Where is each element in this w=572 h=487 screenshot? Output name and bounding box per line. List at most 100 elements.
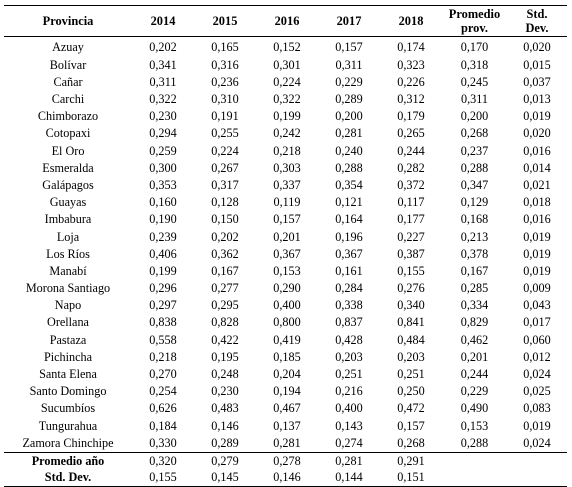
cell-2016: 0,322	[273, 92, 301, 107]
cell-provincia: Santa Elena	[39, 367, 97, 382]
cell-2015: 0,191	[211, 109, 239, 124]
cell-2018: 0,226	[397, 74, 425, 89]
cell-2018: 0,250	[397, 384, 425, 399]
cell-2015: 0,224	[211, 143, 239, 158]
cell-2014: 0,239	[149, 229, 177, 244]
cell-2018: 0,484	[397, 332, 425, 347]
cell-2016: 0,419	[273, 332, 301, 347]
cell-2014: 0,626	[149, 401, 177, 416]
cell-std-dev: 0,019	[523, 229, 551, 244]
cell-provincia: Pichincha	[43, 349, 93, 364]
cell-2018: 0,323	[397, 57, 425, 72]
cell-provincia: Chimborazo	[37, 109, 99, 124]
table-row: Esmeralda 0,300 0,267 0,303 0,288 0,282 0,288 0…	[4, 159, 567, 176]
table-row: Loja 0,239 0,202 0,201 0,196 0,227 0,213 0,019	[4, 228, 567, 245]
cell-2016: 0,137	[273, 418, 301, 433]
table-row: Pastaza 0,558 0,422 0,419 0,428 0,484 0,462 0,0…	[4, 331, 567, 348]
summary-2014: 0,320	[132, 451, 194, 469]
cell-std-dev: 0,018	[523, 195, 551, 210]
cell-2015: 0,483	[211, 401, 239, 416]
cell-2017: 0,240	[335, 143, 363, 158]
cell-2018: 0,251	[397, 367, 425, 382]
cell-2018: 0,312	[397, 92, 425, 107]
cell-2014: 0,294	[149, 126, 177, 141]
page: Provincia 2014 2015 2016 2017 2018 Prome…	[4, 5, 567, 487]
cell-2017: 0,161	[335, 263, 363, 278]
cell-2018: 0,340	[397, 298, 425, 313]
header-std-dev: Std. Dev.	[507, 5, 567, 37]
cell-2015: 0,422	[211, 332, 239, 347]
cell-2017: 0,274	[335, 435, 363, 450]
table-row: Pichincha 0,218 0,195 0,185 0,203 0,203 0,201 0…	[4, 348, 567, 365]
summary-2017: 0,144	[318, 469, 380, 487]
table-row: Imbabura 0,190 0,150 0,157 0,164 0,177 0,168 0,…	[4, 211, 567, 228]
cell-provincia: Santo Domingo	[29, 384, 107, 399]
summary-empty-cell	[442, 451, 507, 469]
cell-promedio-prov: 0,153	[460, 418, 489, 433]
cell-provincia: Cotopaxi	[45, 126, 91, 141]
header-promedio-prov: Promedio prov.	[442, 5, 507, 37]
cell-2017: 0,251	[335, 367, 363, 382]
cell-2018: 0,117	[397, 195, 425, 210]
cell-promedio-prov: 0,213	[460, 229, 489, 244]
cell-2015: 0,267	[211, 160, 239, 175]
cell-std-dev: 0,019	[523, 246, 551, 261]
cell-2015: 0,828	[211, 315, 239, 330]
summary-2016: 0,146	[256, 469, 318, 487]
cell-2014: 0,254	[149, 384, 177, 399]
header-row: Provincia 2014 2015 2016 2017 2018 Prome…	[4, 5, 567, 37]
cell-2017: 0,288	[335, 160, 363, 175]
header-2017: 2017	[318, 5, 380, 37]
table-row: Cotopaxi 0,294 0,255 0,242 0,281 0,265 0,268 0,…	[4, 125, 567, 142]
cell-2016: 0,119	[273, 195, 301, 210]
cell-2015: 0,165	[211, 40, 239, 55]
cell-2017: 0,311	[335, 57, 363, 72]
cell-2017: 0,281	[335, 126, 363, 141]
table-row: Los Ríos 0,406 0,362 0,367 0,367 0,387 0,378 0,…	[4, 245, 567, 262]
cell-2014: 0,202	[149, 40, 177, 55]
cell-2014: 0,218	[149, 349, 177, 364]
table-row: Tungurahua 0,184 0,146 0,137 0,143 0,157 0,153…	[4, 417, 567, 434]
header-provincia: Provincia	[4, 5, 132, 37]
cell-2017: 0,203	[335, 349, 363, 364]
cell-2017: 0,428	[335, 332, 363, 347]
cell-std-dev: 0,024	[523, 367, 551, 382]
province-stats-table: Provincia 2014 2015 2016 2017 2018 Prome…	[4, 5, 567, 487]
cell-std-dev: 0,019	[523, 418, 551, 433]
cell-std-dev: 0,020	[523, 126, 551, 141]
cell-provincia: Pastaza	[49, 332, 87, 347]
cell-2017: 0,354	[335, 177, 363, 192]
cell-std-dev: 0,012	[523, 349, 551, 364]
summary-label: Promedio año	[4, 451, 132, 469]
table-row: Bolívar 0,341 0,316 0,301 0,311 0,323 0,318 0,0…	[4, 56, 567, 73]
cell-2014: 0,190	[149, 212, 177, 227]
cell-promedio-prov: 0,129	[460, 195, 489, 210]
cell-2015: 0,248	[211, 367, 239, 382]
cell-provincia: Orellana	[47, 315, 89, 330]
table-row: Napo 0,297 0,295 0,400 0,338 0,340 0,334 0,043	[4, 297, 567, 314]
cell-2016: 0,152	[273, 40, 301, 55]
cell-2014: 0,184	[149, 418, 177, 433]
header-std-line2: Dev.	[525, 21, 549, 35]
cell-2016: 0,218	[273, 143, 301, 158]
cell-promedio-prov: 0,268	[460, 126, 489, 141]
summary-empty-cell	[507, 469, 567, 487]
cell-2014: 0,330	[149, 435, 177, 450]
table-body: Azuay 0,202 0,165 0,152 0,157 0,174 0,170 0,020…	[4, 37, 567, 453]
cell-provincia: El Oro	[51, 143, 85, 158]
cell-2014: 0,270	[149, 367, 177, 382]
cell-std-dev: 0,024	[523, 435, 551, 450]
header-2018: 2018	[380, 5, 442, 37]
header-std-line1: Std.	[526, 7, 548, 21]
cell-provincia: Morona Santiago	[25, 281, 111, 296]
cell-promedio-prov: 0,288	[460, 160, 489, 175]
header-promedio-line1: Promedio	[448, 7, 501, 21]
header-2014: 2014	[132, 5, 194, 37]
cell-2017: 0,157	[335, 40, 363, 55]
cell-2015: 0,202	[211, 229, 239, 244]
cell-promedio-prov: 0,311	[461, 92, 488, 107]
cell-provincia: Tungurahua	[38, 418, 98, 433]
summary-2014: 0,155	[132, 469, 194, 487]
cell-2014: 0,300	[149, 160, 177, 175]
cell-std-dev: 0,013	[523, 92, 551, 107]
